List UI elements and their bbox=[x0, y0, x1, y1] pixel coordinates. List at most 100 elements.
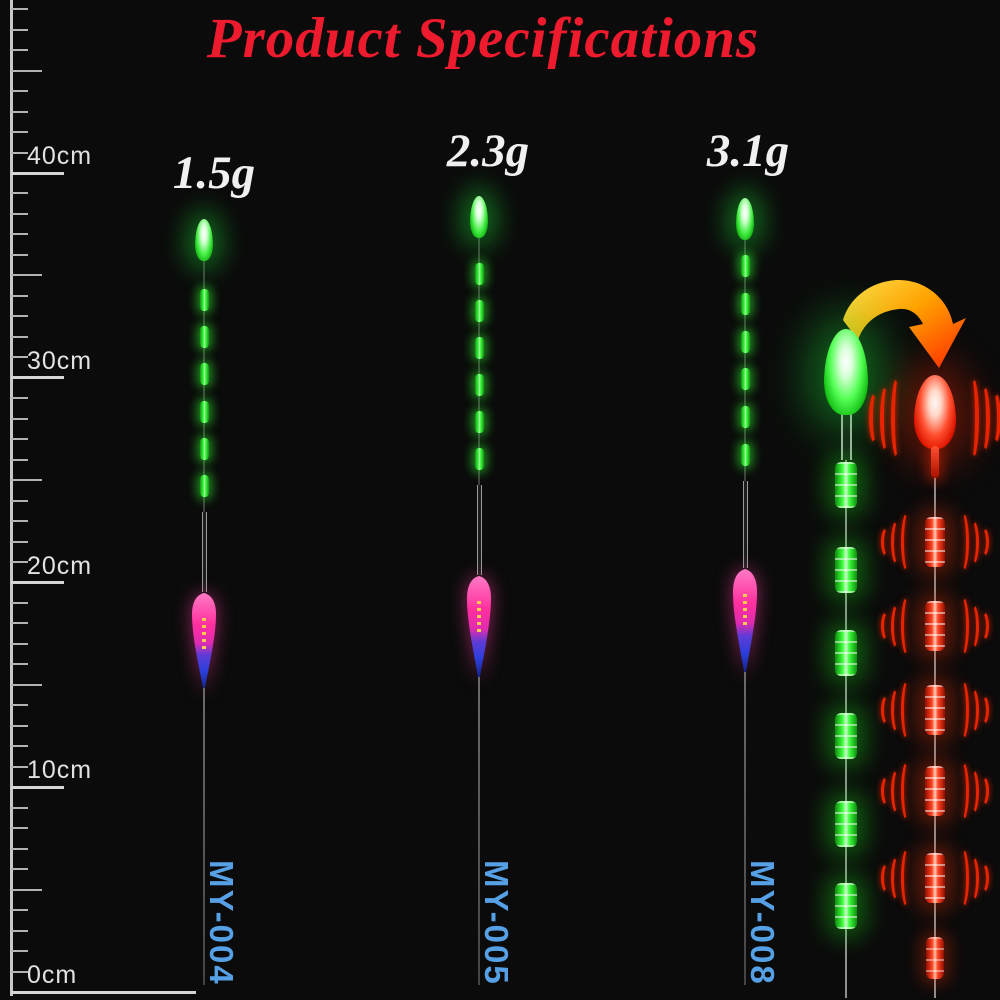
float-antenna bbox=[744, 237, 746, 568]
signal-waves-icon bbox=[881, 610, 895, 642]
ruler-tick bbox=[11, 806, 28, 809]
float-keel bbox=[744, 672, 746, 985]
weight-label: 1.5g bbox=[172, 147, 256, 199]
ruler-tick bbox=[11, 69, 42, 72]
ruler-tick bbox=[11, 90, 28, 93]
ruler-tick bbox=[11, 397, 28, 400]
ruler-tick bbox=[11, 110, 28, 113]
ruler-tick bbox=[11, 581, 64, 584]
green-led-segment bbox=[835, 462, 857, 508]
signal-waves-icon bbox=[987, 391, 1000, 445]
model-label: MY-005 bbox=[478, 860, 515, 986]
led-tip-icon bbox=[470, 196, 488, 238]
ruler-tick bbox=[11, 540, 28, 543]
led-segment bbox=[741, 444, 750, 466]
led-segment bbox=[741, 406, 750, 429]
led-segment bbox=[475, 448, 484, 470]
curved-arrow-icon bbox=[843, 280, 966, 368]
ruler-tick bbox=[11, 438, 28, 441]
float-antenna-taper bbox=[742, 481, 748, 568]
led-segment bbox=[741, 292, 750, 315]
red-led-segment bbox=[925, 601, 945, 651]
ruler-tick bbox=[11, 192, 28, 195]
model-label: MY-008 bbox=[744, 860, 781, 986]
green-led-segment bbox=[835, 547, 857, 593]
red-led-tail bbox=[931, 446, 939, 478]
signal-waves-icon bbox=[975, 526, 989, 558]
ruler-tick bbox=[11, 171, 64, 175]
demo-stem bbox=[841, 410, 852, 460]
ruler-label: 40cm bbox=[27, 142, 93, 170]
demo-line bbox=[934, 474, 936, 998]
green-led-bulb-icon bbox=[824, 329, 868, 415]
ruler-tick bbox=[11, 28, 28, 31]
ruler-tick bbox=[11, 868, 28, 871]
ruler-tick bbox=[11, 950, 28, 953]
red-led-segment bbox=[925, 517, 945, 567]
ruler-tick bbox=[11, 663, 28, 666]
ruler-tick bbox=[11, 970, 28, 973]
ruler-label: 20cm bbox=[27, 551, 93, 580]
ruler-tick bbox=[11, 458, 28, 461]
green-led-segment bbox=[835, 883, 857, 929]
ruler-tick bbox=[11, 724, 28, 727]
red-led-segment bbox=[925, 853, 945, 903]
led-segment bbox=[741, 330, 750, 353]
page-title: Product Specifications bbox=[206, 7, 760, 70]
ruler-label: 10cm bbox=[27, 756, 93, 785]
ruler-tick bbox=[11, 335, 28, 338]
ruler-tick bbox=[11, 909, 28, 912]
led-segment bbox=[200, 437, 209, 460]
ruler-tick bbox=[11, 294, 28, 297]
led-segment bbox=[475, 263, 484, 285]
ruler-tick bbox=[11, 827, 28, 830]
led-segment bbox=[200, 289, 209, 311]
red-led-segment bbox=[925, 766, 945, 816]
led-segment bbox=[200, 326, 209, 349]
ruler-tick bbox=[11, 561, 28, 564]
model-label: MY-004 bbox=[203, 860, 240, 986]
ruler-tick bbox=[11, 253, 28, 256]
ruler-tick bbox=[11, 479, 42, 482]
ruler-tick bbox=[11, 745, 28, 748]
ruler-tick bbox=[11, 642, 28, 645]
ruler-tick bbox=[11, 499, 28, 502]
ruler-label: 0cm bbox=[27, 961, 78, 989]
weight-label: 2.3g bbox=[446, 125, 530, 177]
weight-label: 3.1g bbox=[706, 125, 790, 177]
led-segment bbox=[741, 368, 750, 391]
float-antenna bbox=[478, 235, 480, 575]
led-tip-icon bbox=[736, 198, 754, 240]
led-segment bbox=[475, 411, 484, 433]
green-led-segment bbox=[835, 801, 857, 847]
ruler-label: 30cm bbox=[27, 346, 93, 375]
float-body-gold-print bbox=[202, 618, 206, 650]
signal-waves-icon bbox=[975, 610, 989, 642]
signal-waves-icon bbox=[869, 391, 883, 445]
ruler-tick bbox=[11, 376, 64, 380]
led-segment bbox=[200, 400, 209, 423]
float-body-gold-print bbox=[477, 601, 481, 633]
ruler-tick bbox=[11, 601, 28, 604]
ruler-tick bbox=[11, 785, 64, 789]
float-antenna bbox=[203, 258, 205, 592]
ruler-tick bbox=[11, 990, 196, 994]
led-segment bbox=[741, 255, 750, 277]
red-led-segment bbox=[925, 685, 945, 735]
ruler-tick bbox=[11, 49, 28, 52]
led-segment bbox=[200, 363, 209, 386]
ruler-tick bbox=[11, 929, 28, 932]
ruler-tick bbox=[11, 417, 28, 420]
red-led-bulb-icon bbox=[914, 375, 956, 449]
ruler-tick bbox=[11, 704, 28, 707]
led-segment bbox=[475, 300, 484, 322]
ruler-tick bbox=[11, 212, 28, 215]
led-segment bbox=[200, 475, 209, 497]
led-tip-icon bbox=[195, 219, 213, 261]
ruler-tick bbox=[11, 356, 28, 359]
ruler-tick bbox=[11, 151, 28, 154]
signal-waves-icon bbox=[881, 526, 895, 558]
signal-waves-icon bbox=[975, 694, 989, 726]
float-keel bbox=[203, 688, 205, 985]
